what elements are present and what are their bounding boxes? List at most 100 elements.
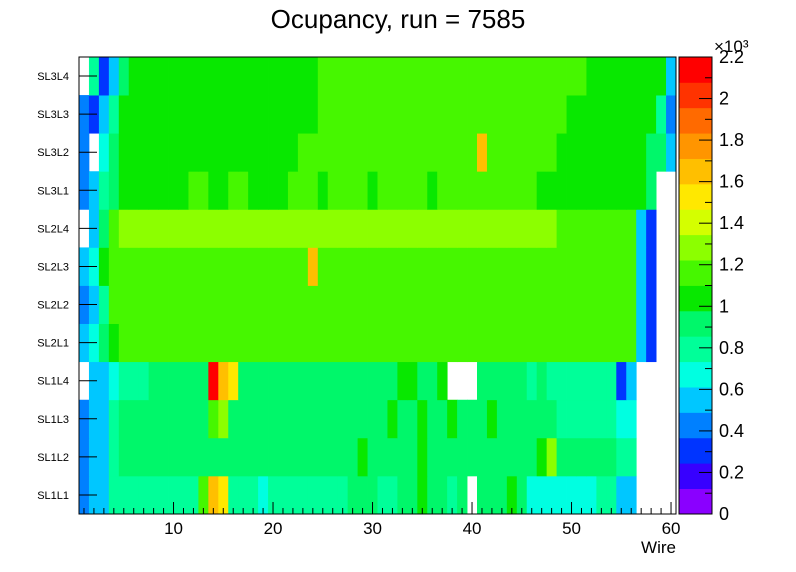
heatmap-cell <box>397 437 408 477</box>
heatmap-cell <box>327 133 339 172</box>
heatmap-cell <box>407 323 418 363</box>
heatmap-cell <box>347 209 358 248</box>
heatmap-cell <box>357 57 368 96</box>
heatmap-cell <box>576 437 587 477</box>
heatmap-cell <box>198 133 209 172</box>
z-tick-label: 0.2 <box>719 462 744 482</box>
heatmap-cell <box>556 171 567 210</box>
heatmap-cell <box>626 171 637 210</box>
heatmap-cell <box>357 95 368 134</box>
heatmap-cell <box>626 209 637 248</box>
heatmap-cell <box>297 323 309 363</box>
heatmap-cells <box>79 57 677 515</box>
heatmap-cell <box>238 285 249 324</box>
heatmap-cell <box>486 475 498 515</box>
heatmap-cell <box>596 95 607 134</box>
heatmap-cell <box>258 361 269 401</box>
heatmap-cell <box>228 247 239 286</box>
heatmap-cell <box>138 247 150 286</box>
y-tick-label: SL1L1 <box>37 490 69 502</box>
heatmap-cell <box>427 171 438 210</box>
heatmap-cell <box>168 399 179 439</box>
z-tick-label: 0 <box>719 504 729 524</box>
heatmap-cell <box>98 361 110 401</box>
heatmap-cell <box>407 209 418 248</box>
heatmap-cell <box>546 399 557 439</box>
y-tick-label: SL3L3 <box>37 109 69 121</box>
heatmap-cell <box>347 361 358 401</box>
heatmap-cell <box>297 437 309 477</box>
heatmap-cell <box>357 361 368 401</box>
x-tick-label: 20 <box>264 519 283 538</box>
heatmap-cell <box>347 95 358 134</box>
heatmap-cell <box>407 475 418 515</box>
heatmap-cell <box>337 475 349 515</box>
z-tick-label: 1.8 <box>719 130 744 150</box>
heatmap-cell <box>168 209 179 248</box>
heatmap-cell <box>118 399 130 439</box>
heatmap-cell <box>98 247 110 286</box>
heatmap-cell <box>148 323 159 363</box>
heatmap-cell <box>447 323 458 363</box>
heatmap-cell <box>198 209 209 248</box>
heatmap-cell <box>377 57 388 96</box>
heatmap-cell <box>108 323 120 363</box>
heatmap-cell <box>347 285 358 324</box>
heatmap-cell <box>297 171 309 210</box>
z-tick-label: 1.2 <box>719 255 744 275</box>
heatmap-cell <box>576 285 587 324</box>
heatmap-cell <box>467 437 478 477</box>
heatmap-cell <box>486 399 498 439</box>
heatmap-cell <box>536 57 548 96</box>
heatmap-cell <box>168 133 179 172</box>
heatmap-cell <box>118 209 130 248</box>
heatmap-cell <box>387 171 398 210</box>
heatmap-cell <box>526 399 538 439</box>
heatmap-cell <box>198 57 209 96</box>
heatmap-cell <box>626 475 637 515</box>
heatmap-cell <box>367 209 378 248</box>
heatmap-cell <box>437 323 448 363</box>
heatmap-cell <box>208 247 219 286</box>
heatmap-cell <box>447 475 458 515</box>
heatmap-cell <box>198 323 209 363</box>
heatmap-cell <box>337 323 349 363</box>
heatmap-cell <box>536 209 548 248</box>
heatmap-cell <box>636 95 647 134</box>
z-tick-label: 2.2 <box>719 47 744 67</box>
heatmap-cell <box>526 209 538 248</box>
heatmap-cell <box>516 57 528 96</box>
heatmap-cell <box>516 323 528 363</box>
heatmap-cell <box>576 95 587 134</box>
heatmap-cell <box>596 57 607 96</box>
heatmap-cell <box>546 285 557 324</box>
heatmap-cell <box>108 399 120 439</box>
heatmap-cell <box>566 133 577 172</box>
heatmap-cell <box>377 323 388 363</box>
color-scale-multiplier: ×10³ <box>714 37 749 56</box>
heatmap-cell <box>586 57 597 96</box>
heatmap-cell <box>516 285 528 324</box>
heatmap-cell <box>278 437 289 477</box>
heatmap-cell <box>347 399 358 439</box>
heatmap-cell <box>178 285 189 324</box>
heatmap-cell <box>496 361 508 401</box>
y-tick-label: SL3L1 <box>37 185 69 197</box>
y-axis-ticks: SL1L1 SL1L2 SL1L3 SL1L4 SL2L1 SL2L2 SL2L3 SL2L4… <box>37 71 97 502</box>
heatmap-cell <box>148 247 159 286</box>
heatmap-cell <box>397 209 408 248</box>
heatmap-cell <box>188 247 199 286</box>
heatmap-cell <box>138 209 150 248</box>
heatmap-cell <box>198 285 209 324</box>
heatmap-cell <box>238 475 249 515</box>
heatmap-cell <box>606 285 617 324</box>
heatmap-cell <box>158 171 169 210</box>
heatmap-cell <box>258 323 269 363</box>
heatmap-cell <box>268 247 279 286</box>
heatmap-cell <box>477 95 488 134</box>
heatmap-cell <box>616 57 627 96</box>
heatmap-cell <box>268 133 279 172</box>
heatmap-cell <box>467 171 478 210</box>
heatmap-cell <box>377 399 388 439</box>
heatmap-cell <box>477 285 488 324</box>
